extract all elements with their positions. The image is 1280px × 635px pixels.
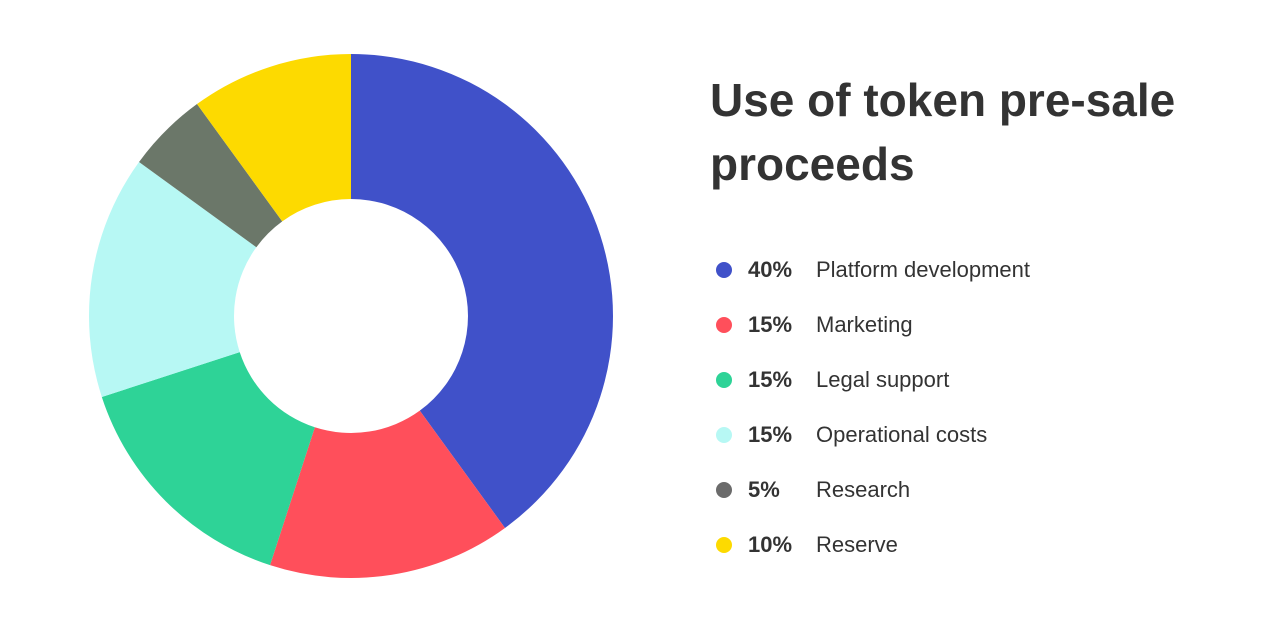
- legend-label: Reserve: [816, 531, 898, 557]
- slice-research: [139, 104, 283, 248]
- legend-item-operational-costs: 15% Operational costs: [716, 407, 1030, 462]
- legend-label: Research: [816, 476, 911, 502]
- legend-percent: 40%: [748, 256, 793, 282]
- slice-operational-costs: [88, 162, 257, 397]
- legend-percent: 15%: [748, 421, 793, 447]
- legend-item-legal-support: 15% Legal support: [716, 352, 1030, 407]
- legend-item-platform-development: 40% Platform development: [716, 242, 1030, 297]
- legend-label: Marketing: [816, 311, 913, 337]
- legend-marker: [716, 536, 732, 553]
- slice-platform-development: [351, 54, 613, 528]
- legend-marker: [716, 316, 732, 333]
- legend-percent: 15%: [748, 311, 793, 337]
- legend-item-marketing: 15% Marketing: [716, 297, 1030, 352]
- slice-marketing: [270, 410, 505, 579]
- legend-marker: [716, 261, 732, 278]
- legend-label: Operational costs: [816, 421, 988, 447]
- legend-item-research: 5% Research: [716, 462, 1030, 517]
- legend-marker: [716, 371, 732, 388]
- legend-item-reserve: 10% Reserve: [716, 517, 1030, 572]
- legend-percent: 5%: [748, 476, 780, 502]
- chart-title: Use of token pre-sale proceeds: [710, 74, 1176, 190]
- slice-reserve: [197, 54, 351, 222]
- legend-percent: 10%: [748, 531, 793, 557]
- legend-marker: [716, 481, 732, 498]
- slice-legal-support: [101, 352, 315, 566]
- legend-marker: [716, 426, 732, 443]
- legend: 40% Platform development 15% Marketing 1…: [716, 242, 1030, 572]
- donut-chart: [88, 54, 613, 579]
- legend-percent: 15%: [748, 366, 793, 392]
- legend-label: Platform development: [816, 256, 1030, 282]
- legend-label: Legal support: [816, 366, 950, 392]
